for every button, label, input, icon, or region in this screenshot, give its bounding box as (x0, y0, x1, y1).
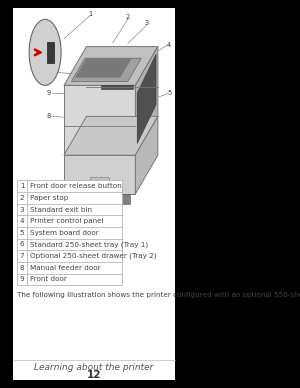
Text: 5: 5 (20, 230, 24, 236)
FancyBboxPatch shape (122, 194, 130, 204)
Polygon shape (135, 47, 158, 155)
Polygon shape (71, 58, 141, 81)
Text: 8: 8 (47, 113, 51, 120)
Polygon shape (64, 85, 135, 155)
Polygon shape (64, 47, 158, 85)
Text: 6: 6 (88, 196, 92, 202)
Text: 4: 4 (20, 218, 24, 224)
Text: 8: 8 (20, 265, 24, 271)
Text: 5: 5 (167, 90, 171, 96)
Text: 4: 4 (167, 42, 171, 48)
Text: 3: 3 (145, 20, 149, 26)
Polygon shape (64, 155, 135, 194)
Text: 9: 9 (47, 90, 51, 96)
Polygon shape (64, 116, 158, 155)
Text: Front door release button: Front door release button (29, 183, 121, 189)
Text: Optional 250-sheet drawer (Tray 2): Optional 250-sheet drawer (Tray 2) (29, 253, 156, 259)
Polygon shape (137, 54, 156, 144)
Text: Standard 250-sheet tray (Tray 1): Standard 250-sheet tray (Tray 1) (29, 241, 148, 248)
Polygon shape (135, 116, 158, 194)
Text: System board door: System board door (29, 230, 98, 236)
Text: 2: 2 (20, 195, 24, 201)
Text: 6: 6 (20, 241, 24, 248)
Polygon shape (101, 85, 134, 89)
Polygon shape (75, 58, 132, 78)
Text: 3: 3 (20, 206, 24, 213)
Text: The following illustration shows the printer configured with an optional 550-she: The following illustration shows the pri… (17, 292, 300, 298)
Polygon shape (90, 177, 109, 182)
Text: Front door: Front door (29, 276, 66, 282)
Text: Printer control panel: Printer control panel (29, 218, 103, 224)
Circle shape (29, 19, 61, 85)
Text: 1: 1 (88, 10, 92, 17)
FancyBboxPatch shape (46, 42, 54, 63)
FancyBboxPatch shape (70, 194, 77, 204)
Text: 2: 2 (126, 14, 130, 21)
Text: Learning about the printer: Learning about the printer (34, 363, 154, 372)
Text: 1: 1 (20, 183, 24, 189)
Text: Manual feeder door: Manual feeder door (29, 265, 100, 271)
Text: 7: 7 (79, 208, 83, 215)
Text: 9: 9 (20, 276, 24, 282)
FancyBboxPatch shape (13, 8, 175, 380)
Text: 12: 12 (87, 370, 101, 380)
Text: 7: 7 (20, 253, 24, 259)
Text: Standard exit bin: Standard exit bin (29, 206, 92, 213)
FancyBboxPatch shape (17, 180, 122, 285)
Text: Paper stop: Paper stop (29, 195, 68, 201)
